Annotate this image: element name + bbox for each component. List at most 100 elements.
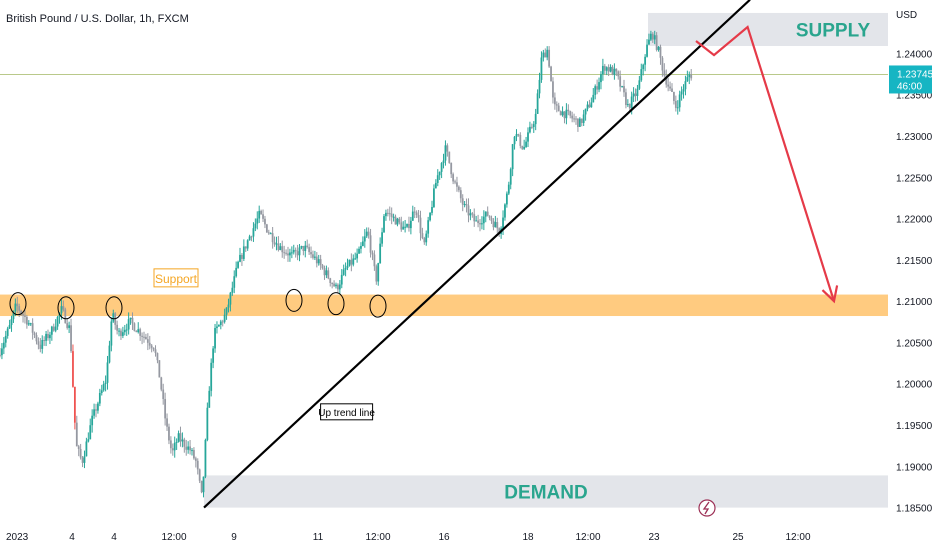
candle <box>496 217 499 233</box>
candle <box>312 250 314 260</box>
time-tick-label: 12:00 <box>785 532 810 543</box>
candle <box>538 72 541 99</box>
price-tick-label: 1.20000 <box>896 380 932 391</box>
candle <box>409 216 412 235</box>
candle <box>10 315 13 332</box>
time-tick-label: 12:00 <box>161 532 186 543</box>
candle <box>674 95 677 112</box>
candle <box>469 209 472 221</box>
candle <box>640 63 643 82</box>
candle <box>145 333 147 340</box>
price-tick-label: 1.23000 <box>896 132 932 143</box>
candle <box>77 444 80 457</box>
candle <box>398 217 401 225</box>
candle <box>29 322 32 326</box>
current-price-badge: 1.23745 46:00 <box>889 65 932 94</box>
candle <box>563 111 566 124</box>
candle <box>509 167 512 190</box>
price-axis[interactable]: 1.24000 1.23500 1.23000 1.22500 1.22000 1.215… <box>896 49 932 514</box>
candle <box>141 332 143 345</box>
candle <box>16 296 19 313</box>
candle <box>208 386 211 408</box>
candle <box>494 215 497 228</box>
candle <box>169 436 172 454</box>
candle <box>392 213 395 222</box>
candle <box>567 104 570 116</box>
candle <box>308 243 311 255</box>
candle <box>659 44 662 65</box>
candle <box>463 200 466 208</box>
candle <box>356 248 359 263</box>
candle <box>41 335 44 354</box>
time-axis[interactable]: 2023 4 4 12:00 9 11 12:00 16 18 12:00 23 25 12:00 <box>6 532 811 543</box>
candle <box>436 169 439 187</box>
candle <box>413 206 416 219</box>
candle <box>611 65 614 76</box>
candle <box>569 110 572 119</box>
candle <box>315 252 318 268</box>
candle <box>52 323 55 332</box>
candle <box>411 205 414 221</box>
candle <box>552 77 554 104</box>
candle <box>112 309 115 323</box>
time-tick-label: 18 <box>522 532 534 543</box>
candle <box>419 210 422 241</box>
candle <box>400 216 403 232</box>
candle <box>166 413 168 431</box>
candle <box>607 64 610 77</box>
candle <box>651 32 654 43</box>
candle <box>194 456 197 468</box>
candle <box>561 106 564 117</box>
candle <box>150 344 153 353</box>
candle <box>682 84 685 99</box>
candle <box>559 110 562 116</box>
candle <box>601 58 604 81</box>
candle <box>81 456 84 468</box>
candle <box>73 386 76 430</box>
candle <box>14 298 17 317</box>
candle <box>37 337 40 350</box>
time-tick-label: 12:00 <box>575 532 600 543</box>
candle <box>133 322 136 332</box>
candle <box>173 436 176 458</box>
candle <box>325 265 328 279</box>
candle <box>143 331 145 343</box>
supply-zone <box>648 12 888 46</box>
candle <box>354 252 357 260</box>
candle <box>609 64 612 73</box>
candle <box>555 101 558 113</box>
candle <box>603 63 606 75</box>
candle <box>548 46 551 68</box>
candle <box>250 235 253 242</box>
price-tick-label: 1.20500 <box>896 338 932 349</box>
candle <box>168 423 170 445</box>
candle <box>383 213 385 233</box>
touch-circle <box>285 288 303 312</box>
candle <box>248 234 251 241</box>
candle <box>217 324 220 327</box>
lightning-icon <box>702 501 710 515</box>
candle <box>0 347 1 358</box>
candle <box>302 245 305 256</box>
candle <box>83 450 86 469</box>
candle <box>465 198 468 213</box>
candle <box>385 209 387 221</box>
candle <box>296 244 299 261</box>
candle <box>594 84 597 100</box>
candle <box>615 68 618 76</box>
time-tick-label: 4 <box>111 532 117 543</box>
candle <box>605 66 608 76</box>
candle <box>323 265 326 280</box>
candle <box>529 121 531 134</box>
candle <box>546 46 549 61</box>
candle <box>646 39 648 58</box>
candle <box>279 243 282 251</box>
candle <box>135 330 138 333</box>
candle <box>338 280 341 294</box>
candle <box>24 310 26 324</box>
candle <box>365 227 368 238</box>
event-marker[interactable] <box>698 499 716 517</box>
candle <box>438 171 441 180</box>
candle <box>653 30 656 45</box>
candle <box>457 185 460 193</box>
